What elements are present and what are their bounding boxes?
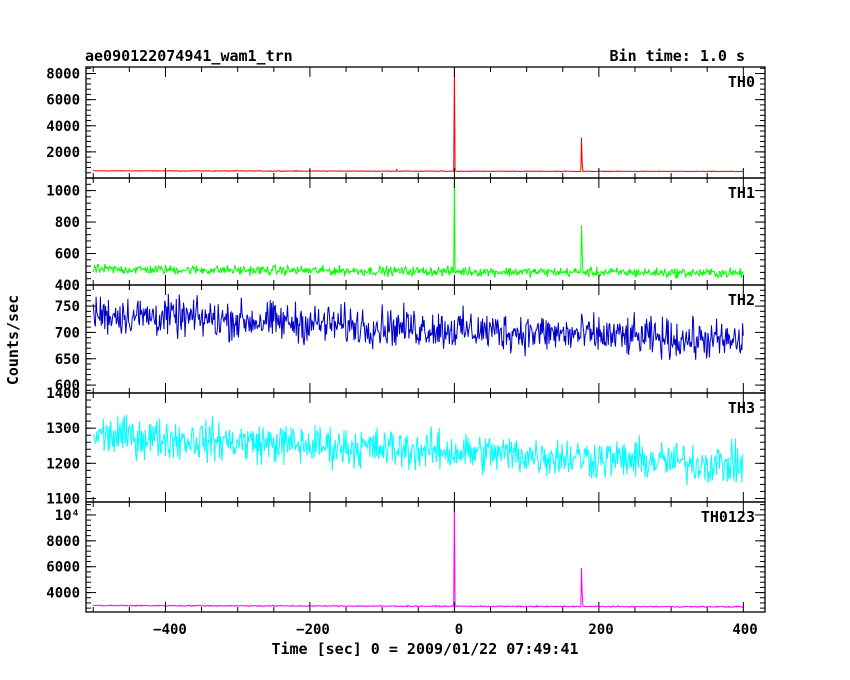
y-tick-label: 1000	[46, 184, 80, 200]
y-tick-label: 8000	[46, 534, 80, 550]
y-tick-label: 4000	[46, 586, 80, 602]
y-axis-label: Counts/sec	[4, 295, 22, 385]
panel-th2: 600 650 700 750 TH2	[55, 284, 766, 394]
x-tick-label: −200	[296, 622, 330, 638]
y-tick-label: 700	[55, 325, 80, 341]
panel-label: TH0	[728, 73, 755, 91]
bin-time-label: Bin time: 1.0 s	[610, 47, 745, 65]
panel-frame	[85, 501, 766, 613]
y-tick-label: 600	[55, 378, 80, 394]
chart-title: ae090122074941_wam1_trn	[85, 47, 293, 65]
y-tick-label: 400	[55, 278, 80, 294]
x-tick-label: 200	[588, 622, 613, 638]
x-tick-label: 0	[455, 622, 463, 638]
y-tick-label: 6000	[46, 93, 80, 109]
series-line-th0123	[92, 501, 744, 609]
x-tick-label: −400	[153, 622, 187, 638]
panel-label: TH0123	[701, 508, 755, 526]
panel-th0: 2000 4000 6000 8000 TH0	[46, 66, 766, 179]
y-tick-label: 10⁴	[55, 508, 80, 524]
y-tick-label: 4000	[46, 119, 80, 135]
series-line-th0	[93, 66, 744, 173]
panel-label: TH2	[728, 291, 755, 309]
series-line-th2	[92, 293, 744, 360]
x-tick-label: 400	[732, 622, 757, 638]
y-tick-label: 1400	[46, 386, 80, 402]
panel-th1: 400 600 800 1000 TH1	[46, 177, 766, 294]
y-tick-label: 650	[55, 352, 80, 368]
y-tick-label: 800	[55, 215, 80, 231]
y-tick-label: 2000	[46, 145, 80, 161]
panel-frame	[85, 66, 766, 179]
x-tick-labels: −400 −200 0 200 400	[153, 622, 758, 638]
panel-frame	[85, 177, 766, 286]
y-tick-label: 600	[55, 247, 80, 263]
panel-th3: 1100 1200 1300 1400 TH3	[46, 386, 766, 507]
y-tick-label: 1300	[46, 421, 80, 437]
x-axis-label: Time [sec] 0 = 2009/01/22 07:49:41	[271, 640, 578, 658]
panel-label: TH1	[728, 184, 755, 202]
y-tick-label: 1200	[46, 456, 80, 472]
y-tick-label: 750	[55, 299, 80, 315]
y-tick-label: 8000	[46, 67, 80, 83]
series-line-th1	[92, 177, 744, 280]
panel-label: TH3	[728, 399, 755, 417]
y-tick-label: 6000	[46, 560, 80, 576]
y-tick-label: 1100	[46, 491, 80, 507]
panel-group: 2000 4000 6000 8000 TH0 400 600 800 1000 TH1 600 65…	[46, 66, 766, 613]
series-line-th3	[92, 414, 744, 486]
panel-th0123: 4000 6000 8000 10⁴ TH0123	[46, 501, 766, 613]
